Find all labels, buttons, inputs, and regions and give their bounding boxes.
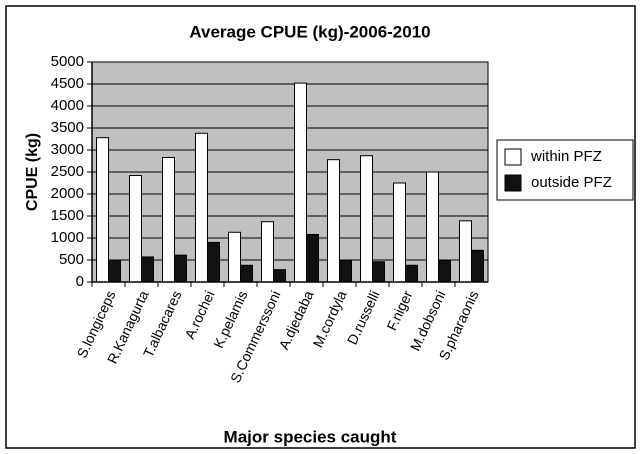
y-axis-label: CPUE (kg)	[24, 133, 41, 211]
bar	[240, 264, 253, 283]
bar	[162, 156, 175, 283]
bar	[426, 171, 439, 283]
legend-label: outside PFZ	[531, 174, 612, 191]
y-tick-label: 1000	[51, 229, 84, 246]
bar	[141, 256, 154, 283]
bar	[108, 259, 121, 283]
bar	[174, 254, 187, 283]
y-tick-label: 4000	[51, 97, 84, 114]
bar	[273, 269, 286, 283]
chart-title: Average CPUE (kg)-2006-2010	[189, 22, 430, 41]
bar	[393, 182, 406, 283]
bar	[207, 241, 220, 283]
legend-label: within PFZ	[530, 148, 602, 165]
bar	[327, 159, 340, 283]
bar	[306, 233, 319, 283]
bar	[372, 261, 385, 283]
y-tick-label: 5000	[51, 53, 84, 70]
y-tick-label: 4500	[51, 75, 84, 92]
bar	[129, 175, 142, 283]
legend-swatch	[504, 148, 522, 166]
bar	[360, 155, 373, 283]
y-tick-label: 2500	[51, 163, 84, 180]
y-tick-label: 500	[59, 251, 84, 268]
legend-swatch	[504, 174, 522, 192]
y-tick-label: 0	[76, 273, 84, 290]
bar	[228, 231, 241, 283]
bar	[438, 259, 451, 283]
bar	[96, 137, 109, 283]
y-tick-label: 1500	[51, 207, 84, 224]
y-tick-label: 2000	[51, 185, 84, 202]
x-axis-label: Major species caught	[224, 427, 397, 446]
bar	[195, 132, 208, 283]
y-tick-label: 3000	[51, 141, 84, 158]
bar	[294, 82, 307, 283]
bar	[261, 221, 274, 283]
bar	[459, 220, 472, 283]
bar	[339, 259, 352, 283]
bar	[471, 249, 484, 283]
y-tick-label: 3500	[51, 119, 84, 136]
bar	[405, 264, 418, 283]
